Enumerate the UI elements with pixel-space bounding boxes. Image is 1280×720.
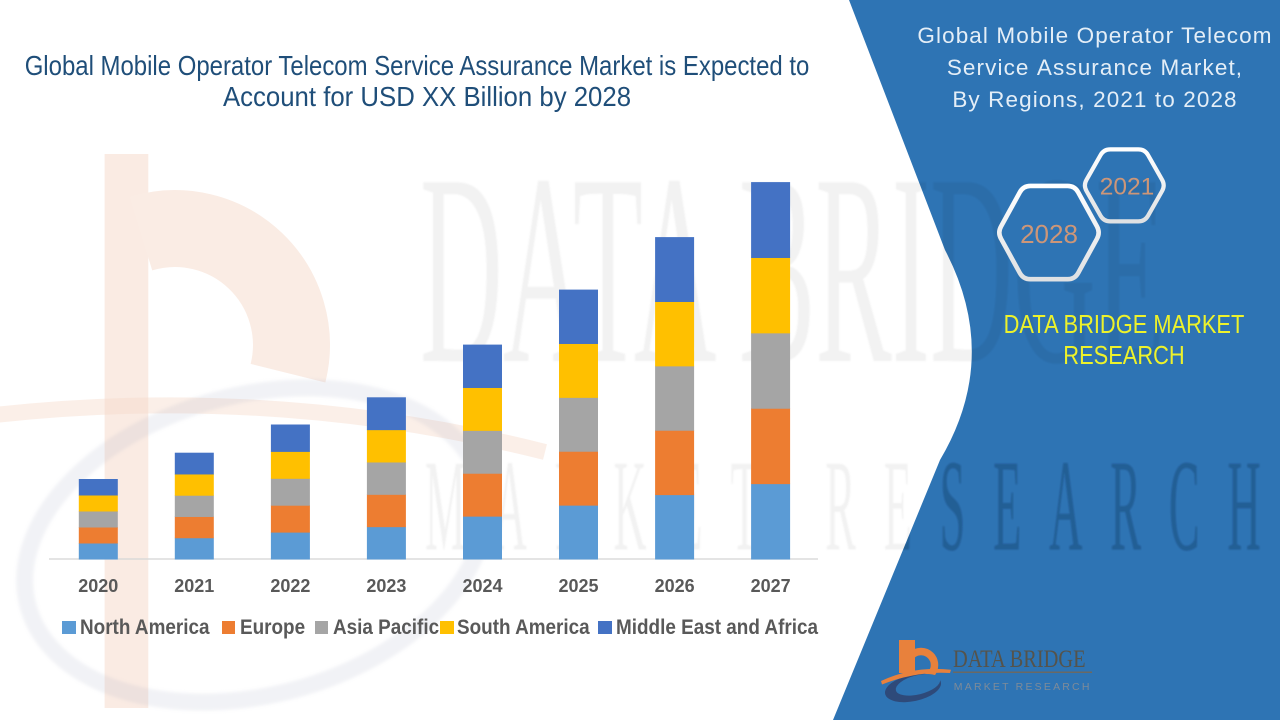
svg-text:MARKET RESEARCH: MARKET RESEARCH	[954, 681, 1092, 693]
svg-text:2021: 2021	[1100, 174, 1155, 201]
svg-text:2028: 2028	[1020, 219, 1078, 249]
svg-text:DATA BRIDGE: DATA BRIDGE	[953, 645, 1086, 672]
